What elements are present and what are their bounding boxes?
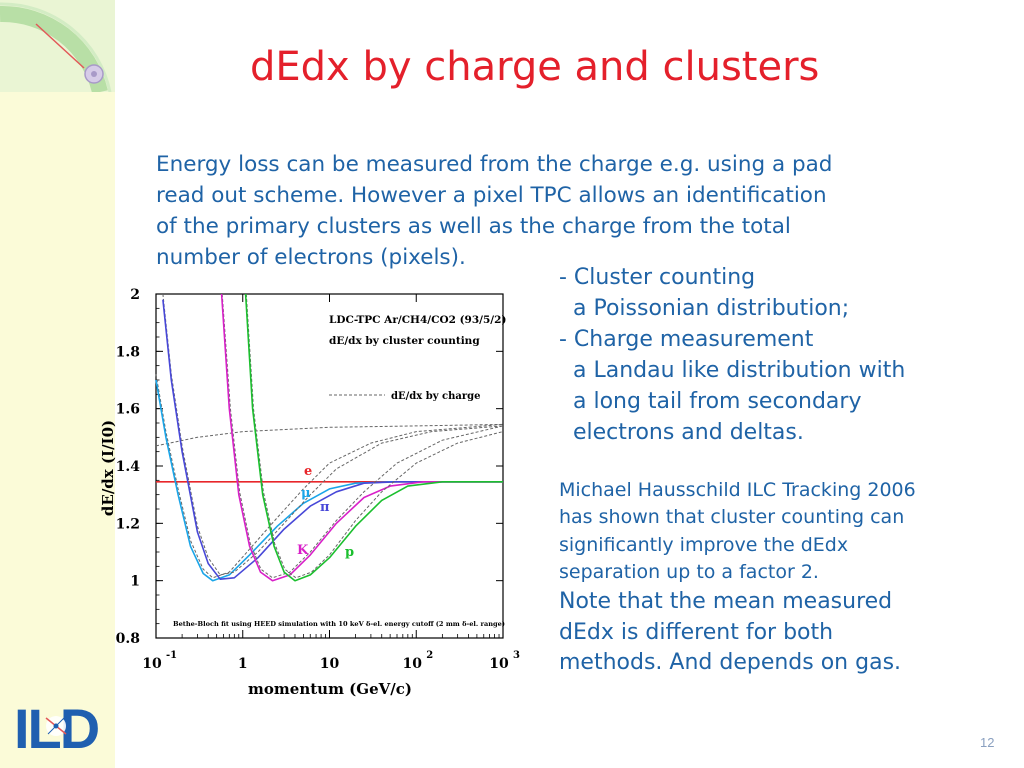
chart-footnote: Bethe-Bloch fit using HEED simulation wi… bbox=[173, 620, 505, 628]
cluster-curve-K bbox=[220, 293, 503, 582]
sidebar-band bbox=[0, 0, 115, 768]
label-mu: μ bbox=[301, 486, 311, 501]
ild-logo: ILD bbox=[14, 697, 101, 758]
x-axis-label: momentum (GeV/c) bbox=[248, 680, 412, 698]
y-tick-label: 0.8 bbox=[116, 631, 140, 647]
dedx-chart: LDC-TPC Ar/CH4/CO2 (93/5/2) dE/dx by clu… bbox=[99, 287, 520, 698]
x-tick-exponent: 3 bbox=[513, 650, 520, 661]
charge-curve-p bbox=[245, 293, 504, 579]
y-tick-label: 2 bbox=[130, 287, 140, 303]
mean-dedx-note: Note that the mean measured dEdx is diff… bbox=[559, 589, 902, 675]
method-notes: - Cluster counting a Poissonian distribu… bbox=[559, 265, 906, 445]
y-tick-label: 1.2 bbox=[116, 516, 140, 532]
slide-title: dEdx by charge and clusters bbox=[250, 44, 820, 90]
cluster-curve-π bbox=[162, 299, 503, 580]
chart-header-line2: dE/dx by cluster counting bbox=[329, 335, 480, 347]
y-tick-label: 1.8 bbox=[116, 344, 140, 360]
x-tick-label: 1 bbox=[238, 656, 248, 672]
charge-curve-e bbox=[155, 423, 504, 447]
x-tick-exponent: 2 bbox=[426, 650, 433, 661]
legend-label: dE/dx by charge bbox=[391, 391, 480, 402]
y-tick-label: 1.6 bbox=[116, 402, 140, 418]
cluster-curve-μ bbox=[155, 379, 503, 582]
label-pi: π bbox=[320, 500, 330, 515]
cluster-curve-p bbox=[244, 293, 503, 582]
hausschild-note: Michael Hausschild ILC Tracking 2006 has… bbox=[559, 479, 916, 584]
y-axis-label: dE/dx (I/I0) bbox=[99, 420, 117, 516]
label-e: e bbox=[304, 464, 312, 479]
page-number: 12 bbox=[980, 735, 995, 750]
label-K: K bbox=[297, 543, 309, 558]
chart-header-line1: LDC-TPC Ar/CH4/CO2 (93/5/2) bbox=[329, 314, 506, 326]
label-p: p bbox=[345, 545, 354, 560]
intro-paragraph: Energy loss can be measured from the cha… bbox=[156, 152, 833, 270]
charge-curve-π bbox=[162, 293, 504, 576]
charge-curve-μ bbox=[155, 374, 504, 579]
y-tick-label: 1 bbox=[130, 574, 140, 590]
x-tick-label: 10 bbox=[403, 656, 423, 672]
corner-decoration bbox=[0, 0, 115, 92]
charge-curve-K bbox=[221, 293, 504, 579]
x-tick-label: 10 bbox=[142, 656, 162, 672]
x-tick-label: 10 bbox=[320, 656, 340, 672]
x-tick-label: 10 bbox=[489, 656, 509, 672]
x-tick-exponent: -1 bbox=[166, 650, 177, 661]
y-tick-label: 1.4 bbox=[116, 459, 141, 475]
